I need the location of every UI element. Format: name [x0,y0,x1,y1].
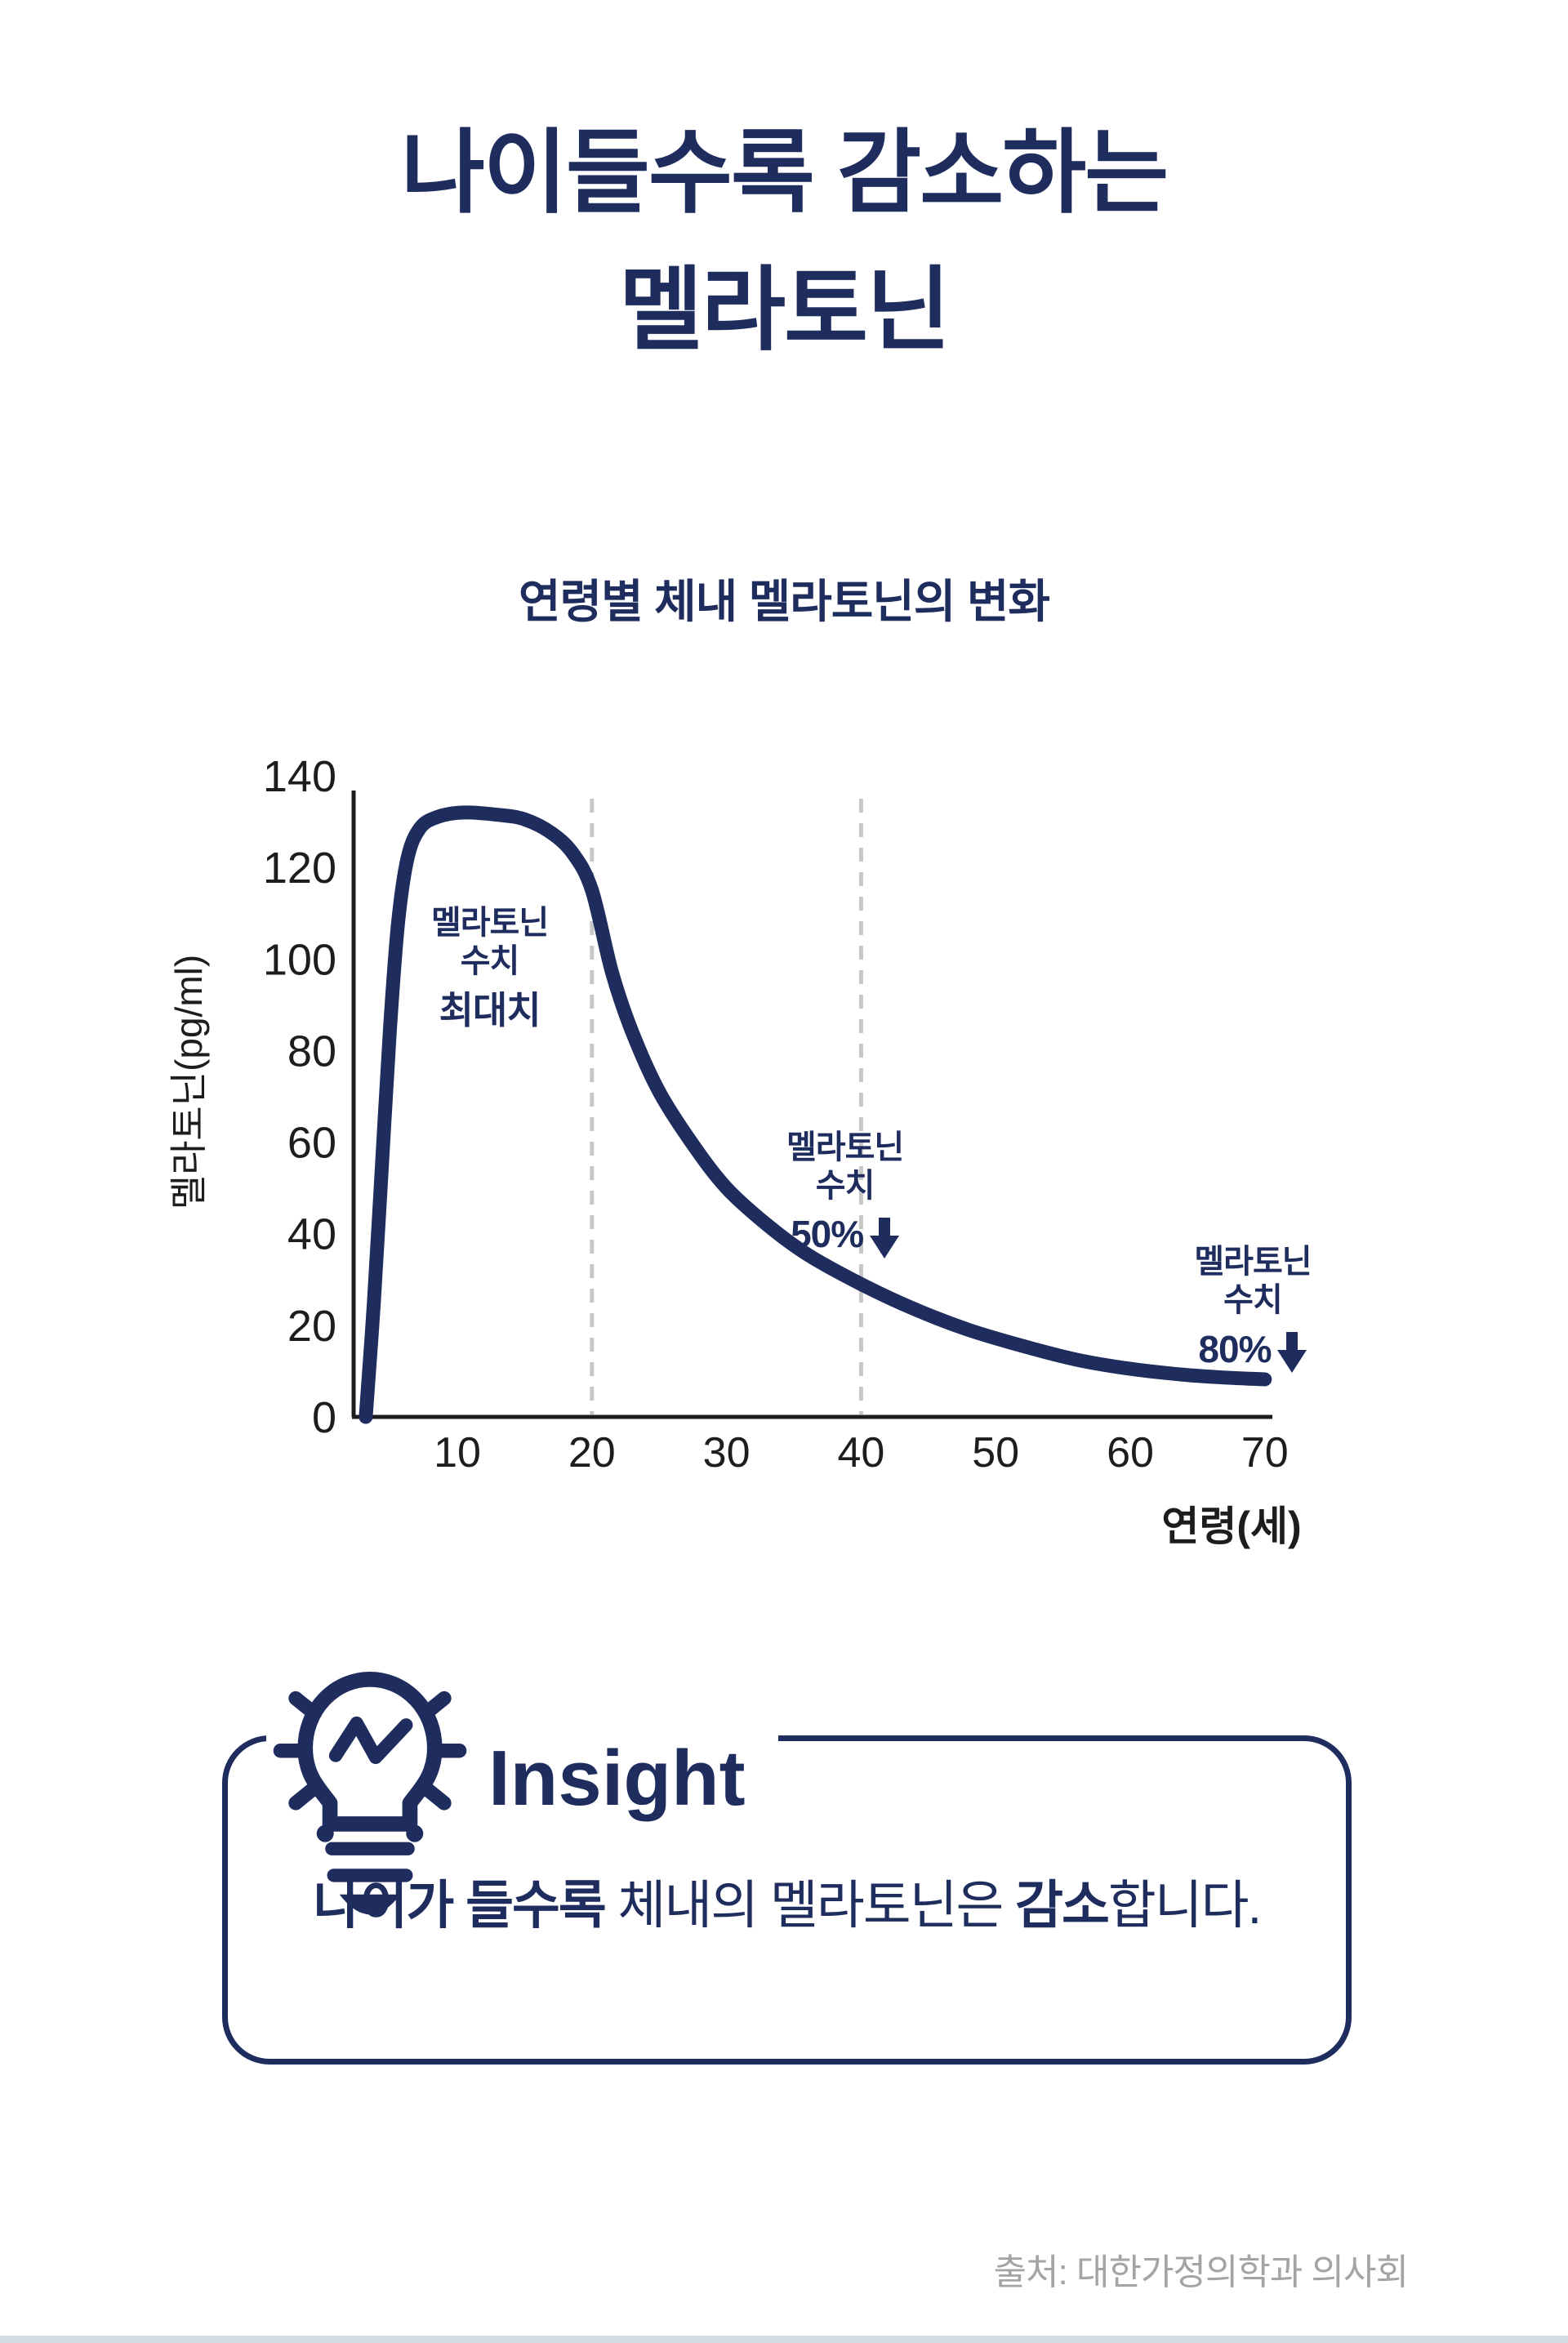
x-tick-50: 50 [972,1429,1019,1477]
insight-header: Insight [266,1648,778,1952]
down-arrow-icon [870,1218,900,1259]
y-tick-140: 140 [263,752,336,801]
y-tick-100: 100 [263,935,336,984]
chart-annotation-3: 멜라토닌 수치 80% [1114,1243,1392,1374]
pulse-line [328,1716,413,1764]
annotation-value-text: 80% [1198,1327,1272,1370]
x-tick-40: 40 [837,1429,884,1477]
y-tick-80: 80 [287,1027,336,1076]
annotation-line: 멜라토닌 [786,1129,904,1165]
x-tick-10: 10 [434,1429,481,1477]
x-tick-30: 30 [703,1429,751,1477]
page-title: 나이들수록 감소하는 멜라토닌 [0,105,1568,379]
annotation-line: 수치 [460,942,520,979]
chart-canvas: 0 20 40 60 80 100 120 140 10 20 30 40 50 60 70 멜라토닌(pg/… [167,752,1302,1549]
y-axis-label: 멜라토닌(pg/ml) [167,955,210,1209]
y-tick-40: 40 [287,1210,336,1259]
annotation-value-text: 최대치 [439,988,541,1031]
insight-text-segment: 합니다. [1107,1876,1262,1935]
annotation-value-text: 50% [791,1213,864,1256]
annotation-line: 수치 [815,1167,875,1204]
footer-band [0,2336,1568,2343]
y-tick-0: 0 [312,1393,336,1442]
page-title-line2: 멜라토닌 [618,259,951,361]
page-title-line1: 나이들수록 감소하는 [400,122,1169,224]
down-arrow-shape [870,1218,900,1259]
down-arrow-shape [1277,1332,1307,1374]
x-tick-20: 20 [568,1429,616,1477]
y-tick-60: 60 [287,1119,336,1168]
y-tick-120: 120 [263,844,336,893]
chart-annotation-2: 멜라토닌 수치 50% [706,1129,984,1259]
annotation-line: 멜라토닌 [430,905,549,942]
insight-text-segment: 체내의 멜라토닌은 [604,1876,1016,1935]
annotation-value: 최대치 [351,989,629,1033]
lightbulb-icon [273,1660,467,1940]
melatonin-curve [359,805,1272,1424]
x-axis-label: 연령(세) [1161,1503,1301,1549]
insight-box [222,1735,1352,2065]
x-tick-60: 60 [1107,1429,1154,1477]
annotation-line: 멜라토닌 [1194,1243,1312,1280]
bulb-glass [297,1671,443,1832]
annotation-value: 50% [706,1213,984,1259]
x-tick-70: 70 [1241,1429,1289,1477]
chart-title: 연령별 체내 멜라토닌의 변화 [519,576,1050,627]
insight-text-segment: 나이가 들수록 [313,1876,607,1935]
down-arrow-icon [1277,1332,1307,1374]
y-tick-20: 20 [287,1302,336,1351]
insight-heading: Insight [488,1735,746,1822]
source-text: 출처: 대한가정의학과 의사회 [993,2252,1409,2292]
insight-text-segment: 감소 [1015,1876,1110,1935]
insight-text: 나이가 들수록 체내의 멜라토닌은 감소합니다. [222,1864,1352,1939]
melatonin-age-chart: 0 20 40 60 80 100 120 140 10 20 30 40 50 60 70 멜라토닌(pg/… [0,719,1568,1584]
annotation-line: 수치 [1223,1281,1283,1318]
annotation-value: 80% [1114,1327,1392,1374]
